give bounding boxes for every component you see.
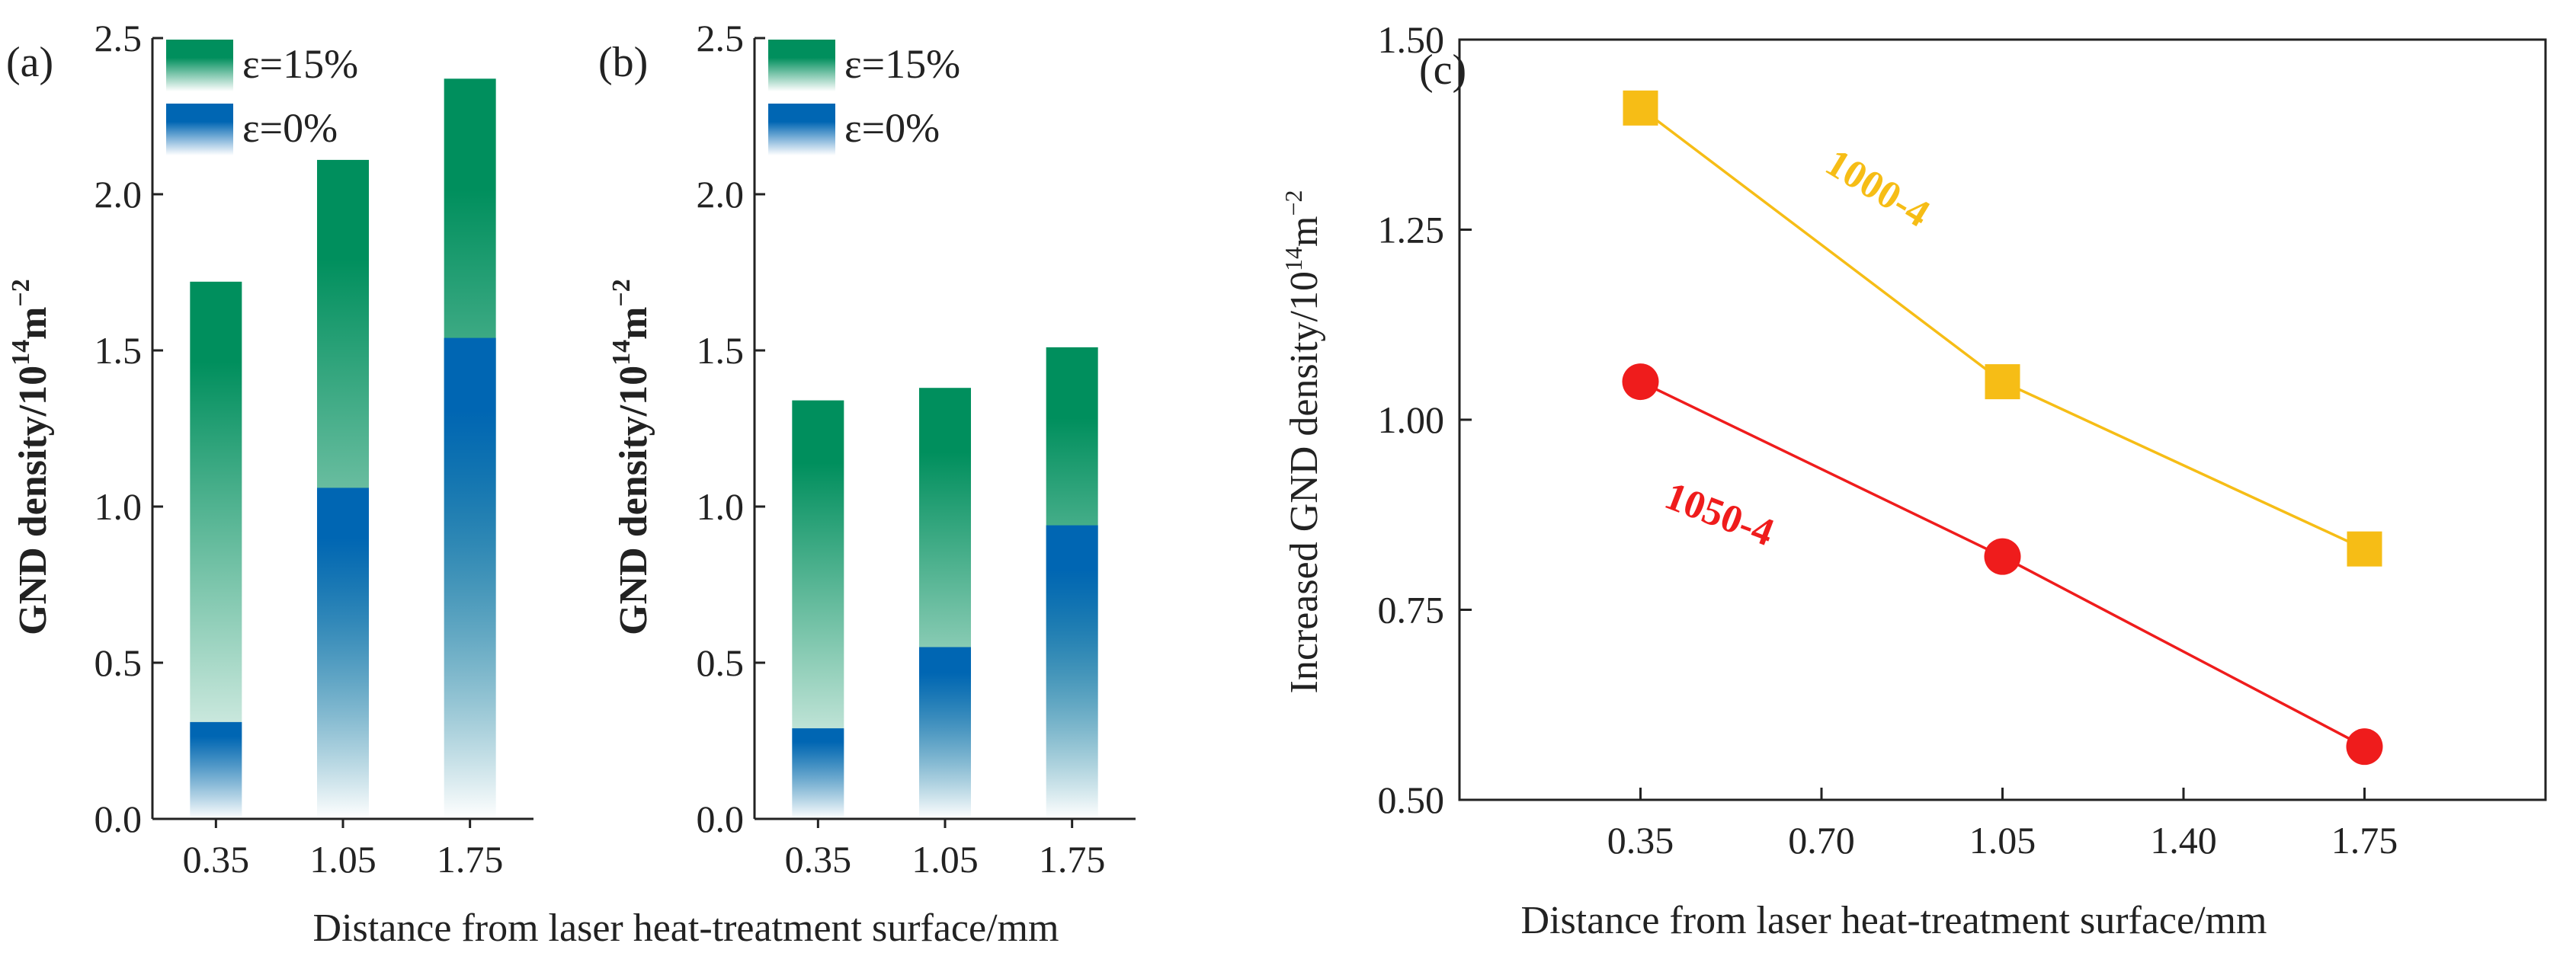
panel-b-bar-strain-0 <box>792 728 844 819</box>
panel-c-y-tick-label: 1.00 <box>1378 398 1445 441</box>
panel-c-series-1050-4-marker <box>2346 728 2383 766</box>
panel-b-y-tick-label: 1.0 <box>697 485 745 528</box>
panel-a-label: (a) <box>6 39 53 86</box>
panel-a-y-tick-label: 0.5 <box>95 641 143 684</box>
panel-b-x-tick-label: 0.35 <box>785 838 852 881</box>
panel-a-y-tick-label: 1.0 <box>95 485 143 528</box>
panel-a: (a) GND density/1014m−2 0.0 0.5 1.0 1.5 2.0 2… <box>6 17 533 881</box>
panel-a-y-tick-label: 0.0 <box>95 798 143 840</box>
panel-c-y-tick-label: 1.50 <box>1378 18 1445 61</box>
panel-b-ylabel: GND density/1014m−2 <box>607 279 655 635</box>
panel-c: (c) Increased GND density/1014m−2 Distan… <box>1280 18 2547 942</box>
panel-a-legend-label-15: ε=15% <box>242 41 358 87</box>
panel-c-series-1050-4-marker <box>1984 538 2021 575</box>
panel-b-legend: ε=15% ε=0% <box>768 40 960 155</box>
panel-b-bar-strain-0 <box>1046 525 1098 819</box>
panel-c-frame <box>1458 38 2547 801</box>
panel-b-legend-swatch-0 <box>768 104 835 155</box>
panel-b-plot-area: 0.0 0.5 1.0 1.5 2.0 2.5 0.35 1.05 1.75 ε=15% ε=0% <box>697 17 1136 881</box>
panel-b-y-tick-label: 1.5 <box>697 329 745 372</box>
panel-a-x-tick-label: 1.05 <box>309 838 376 881</box>
panel-a-ylabel-text: GND density/1014m−2 <box>7 279 55 635</box>
panel-c-x-tick-label: 0.70 <box>1788 819 1855 862</box>
panel-b-x-tick-label: 1.05 <box>912 838 979 881</box>
panel-c-series-label-1050-4: 1050-4 <box>1659 474 1780 555</box>
panel-c-series-label-1000-4: 1000-4 <box>1818 141 1937 236</box>
panel-b-y-tick-label: 0.5 <box>697 641 745 684</box>
panel-a-y-tick-label: 2.0 <box>95 173 143 216</box>
panel-b-bar-strain-0 <box>919 647 971 819</box>
panel-c-x-tick-label: 1.75 <box>2331 819 2398 862</box>
panel-a-plot-area: 0.0 0.5 1.0 1.5 2.0 2.5 0.35 1.05 1.75 ε=15% ε=0% <box>95 17 533 881</box>
panel-a-bar-strain-0 <box>190 721 242 819</box>
panel-c-series-1000-4-marker <box>1985 364 2020 400</box>
panel-b-legend-label-15: ε=15% <box>844 41 960 87</box>
panel-a-legend-label-0: ε=0% <box>242 105 338 151</box>
panel-b-ylabel-text: GND density/1014m−2 <box>607 279 655 635</box>
panel-a-ylabel: GND density/1014m−2 <box>7 279 55 635</box>
shared-xlabel: Distance from laser heat-treatment surfa… <box>313 906 1059 950</box>
panel-a-y-tick-label: 1.5 <box>95 329 143 372</box>
panel-c-series-1000-4-line <box>1639 107 2366 551</box>
panel-c-ylabel-text: Increased GND density/1014m−2 <box>1280 190 1326 693</box>
panel-c-y-tick-label: 0.50 <box>1378 779 1445 821</box>
panel-c-plot-area: 0.50 0.75 1.00 1.25 1.50 0.35 0.70 1.05 1.40 1.75… <box>1378 18 2547 862</box>
panel-b-y-tick-label: 2.0 <box>697 173 745 216</box>
panel-c-x-tick-label: 1.40 <box>2150 819 2217 862</box>
panel-a-legend: ε=15% ε=0% <box>166 40 358 155</box>
panel-a-legend-swatch-0 <box>166 104 233 155</box>
panel-c-x-tick-label: 1.05 <box>1969 819 2036 862</box>
panel-c-series-1000-4-marker <box>2347 531 2382 567</box>
panel-c-series-1000-4-marker <box>1623 90 1658 126</box>
panel-c-ylabel: Increased GND density/1014m−2 <box>1280 190 1326 693</box>
panel-b-y-tick-label: 2.5 <box>697 17 745 59</box>
panel-b-x-tick-label: 1.75 <box>1039 838 1106 881</box>
panel-c-x-tick-label: 0.35 <box>1607 819 1674 862</box>
panel-b: (b) GND density/1014m−2 0.0 0.5 1.0 1.5 2.0 2… <box>598 17 1136 881</box>
panel-a-x-tick-label: 0.35 <box>183 838 250 881</box>
panel-b-legend-label-0: ε=0% <box>844 105 940 151</box>
panel-c-y-tick-label: 0.75 <box>1378 589 1445 631</box>
panel-a-bar-strain-0 <box>317 488 369 819</box>
panel-a-x-tick-label: 1.75 <box>437 838 504 881</box>
panel-a-y-tick-label: 2.5 <box>95 17 143 59</box>
panel-c-xlabel: Distance from laser heat-treatment surfa… <box>1521 899 2267 942</box>
panel-c-y-tick-label: 1.25 <box>1378 209 1445 251</box>
panel-b-label: (b) <box>598 39 648 86</box>
panel-a-bar-strain-0 <box>444 337 496 820</box>
panel-b-y-tick-label: 0.0 <box>697 798 745 840</box>
panel-c-series-1050-4-marker <box>1622 363 1659 401</box>
panel-a-legend-swatch-15 <box>166 40 233 91</box>
panel-b-legend-swatch-15 <box>768 40 835 91</box>
